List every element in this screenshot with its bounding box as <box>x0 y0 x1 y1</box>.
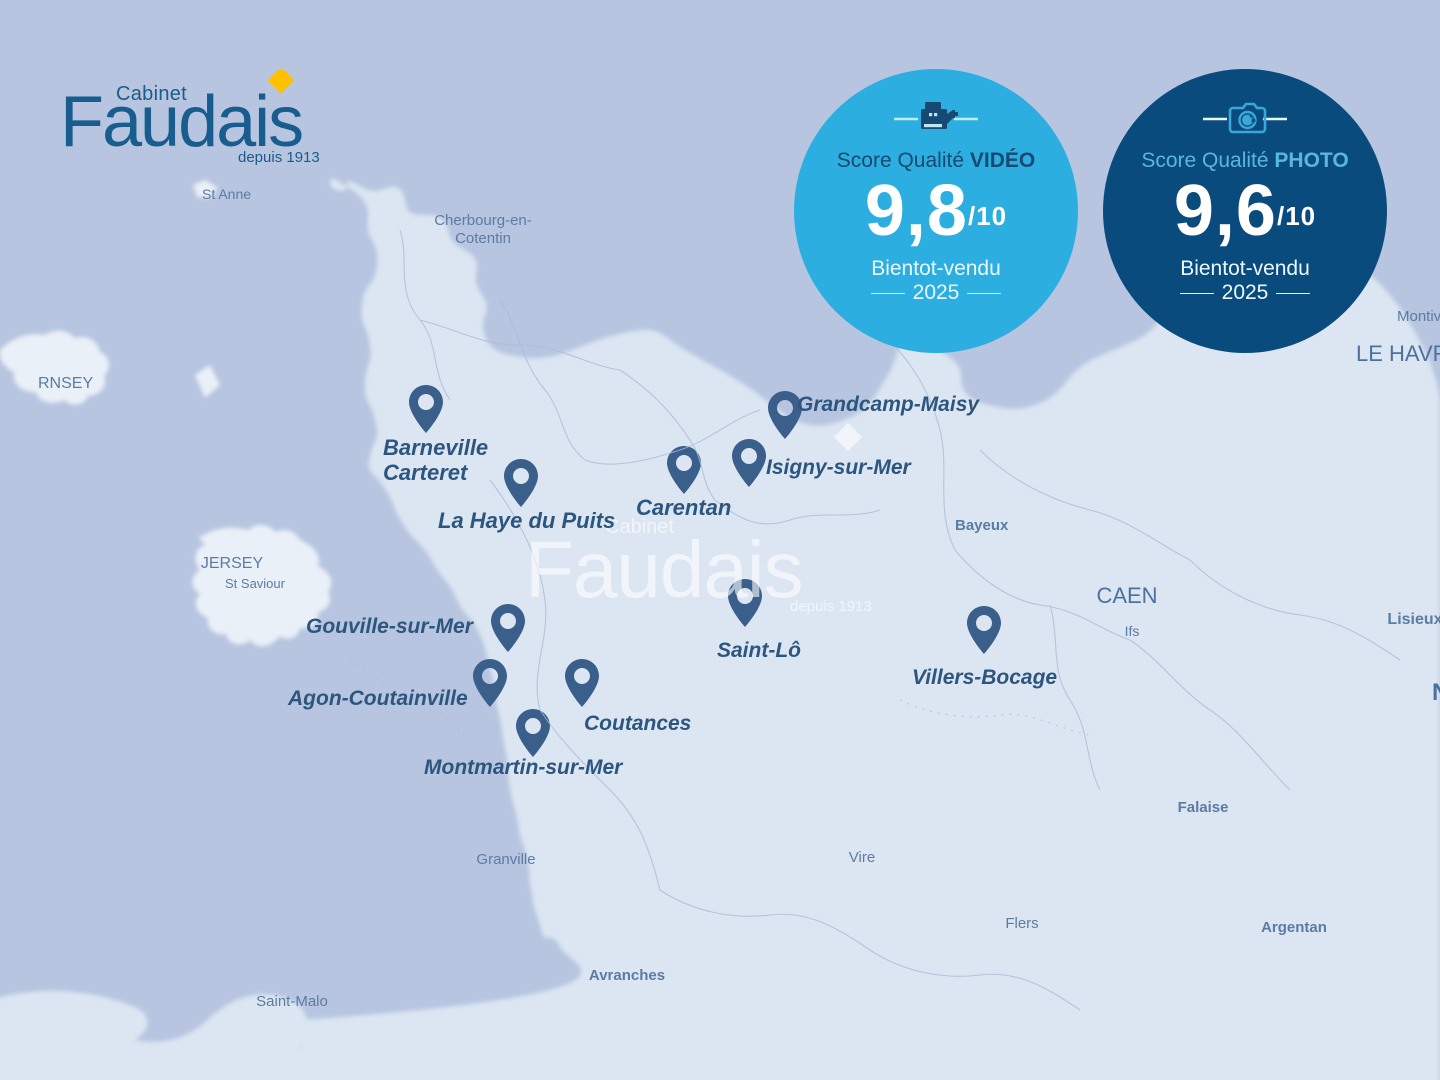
svg-text:St Anne: St Anne <box>202 186 251 202</box>
svg-text:Ifs: Ifs <box>1125 623 1140 639</box>
svg-text:Lisieux: Lisieux <box>1387 611 1440 628</box>
svg-text:JERSEY: JERSEY <box>201 555 264 572</box>
svg-text:Villers-Bocage: Villers-Bocage <box>912 666 1057 689</box>
svg-text:CAEN: CAEN <box>1096 583 1157 608</box>
svg-text:Carentan: Carentan <box>636 495 731 520</box>
svg-text:La Haye du Puits: La Haye du Puits <box>438 508 615 533</box>
svg-text:Carteret: Carteret <box>383 460 469 485</box>
svg-text:Cotentin: Cotentin <box>455 230 511 247</box>
svg-text:Cherbourg-en-: Cherbourg-en- <box>434 212 532 229</box>
svg-text:Argentan: Argentan <box>1261 919 1327 936</box>
svg-text:Montivilliers: Montivilliers <box>1397 308 1440 325</box>
svg-text:LE HAVRE: LE HAVRE <box>1356 341 1440 366</box>
svg-text:Saint-Lô: Saint-Lô <box>717 639 801 662</box>
svg-text:Vire: Vire <box>849 849 875 866</box>
svg-text:Coutances: Coutances <box>584 712 691 735</box>
svg-text:depuis 1913: depuis 1913 <box>790 598 872 615</box>
svg-text:Agon-Coutainville: Agon-Coutainville <box>287 687 468 710</box>
svg-text:Barneville: Barneville <box>383 435 488 460</box>
svg-text:Granville: Granville <box>476 851 535 868</box>
svg-text:depuis 1913: depuis 1913 <box>238 149 320 166</box>
svg-text:RNSEY: RNSEY <box>38 375 93 392</box>
svg-text:Gouville-sur-Mer: Gouville-sur-Mer <box>306 615 475 638</box>
svg-text:Faudais: Faudais <box>525 525 803 614</box>
svg-text:Avranches: Avranches <box>589 967 665 984</box>
svg-text:Grandcamp-Maisy: Grandcamp-Maisy <box>797 393 980 416</box>
svg-text:Bayeux: Bayeux <box>955 517 1009 534</box>
svg-text:Flers: Flers <box>1005 915 1038 932</box>
svg-text:St Saviour: St Saviour <box>225 576 286 591</box>
svg-text:NOR: NOR <box>1432 679 1440 706</box>
svg-text:Isigny-sur-Mer: Isigny-sur-Mer <box>766 456 913 479</box>
svg-text:Montmartin-sur-Mer: Montmartin-sur-Mer <box>424 756 624 779</box>
svg-text:Falaise: Falaise <box>1178 799 1229 816</box>
svg-text:Saint-Malo: Saint-Malo <box>256 993 328 1010</box>
